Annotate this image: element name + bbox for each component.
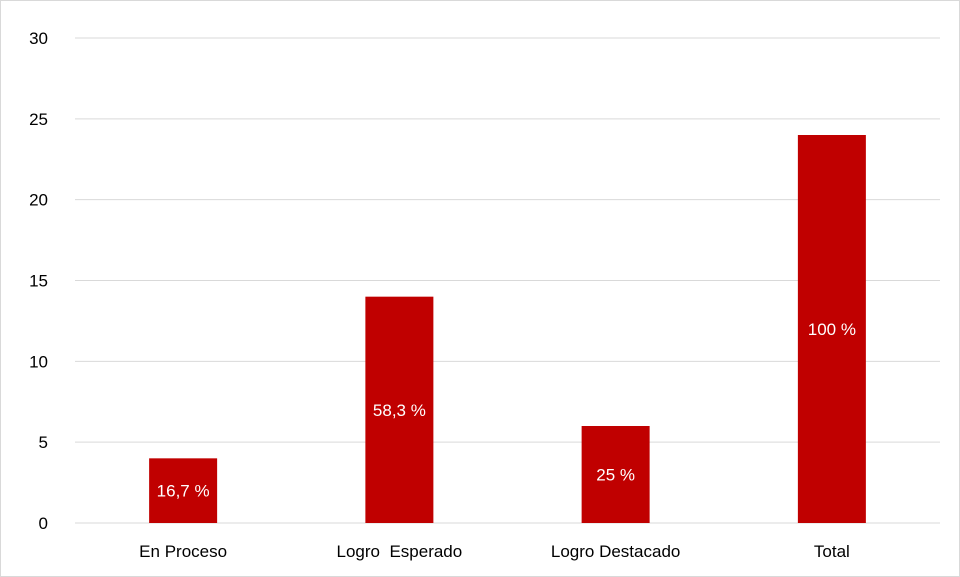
bar	[797, 135, 866, 523]
y-axis: 0 5 10 15 20 25 30	[29, 29, 48, 533]
x-tick-label: Logro Esperado	[337, 542, 463, 561]
y-tick-label: 10	[29, 352, 48, 371]
y-tick-label: 15	[29, 272, 48, 291]
bar	[149, 458, 218, 523]
bar	[365, 296, 434, 523]
y-tick-label: 0	[39, 514, 48, 533]
y-tick-label: 5	[39, 433, 48, 452]
bars	[149, 135, 866, 523]
data-label: 16,7 %	[157, 482, 210, 501]
y-tick-label: 30	[29, 29, 48, 48]
x-tick-label: Logro Destacado	[551, 542, 680, 561]
y-tick-label: 25	[29, 110, 48, 129]
bar	[581, 426, 650, 523]
x-tick-label: En Proceso	[139, 542, 227, 561]
x-tick-label: Total	[814, 542, 850, 561]
data-labels: 16,7 % 58,3 % 25 % 100 %	[157, 320, 856, 501]
data-label: 58,3 %	[373, 401, 426, 420]
y-tick-label: 20	[29, 191, 48, 210]
x-axis: En Proceso Logro Esperado Logro Destacado T…	[139, 542, 850, 561]
data-label: 25 %	[596, 466, 635, 485]
gridlines	[75, 37, 940, 524]
data-label: 100 %	[808, 320, 856, 339]
